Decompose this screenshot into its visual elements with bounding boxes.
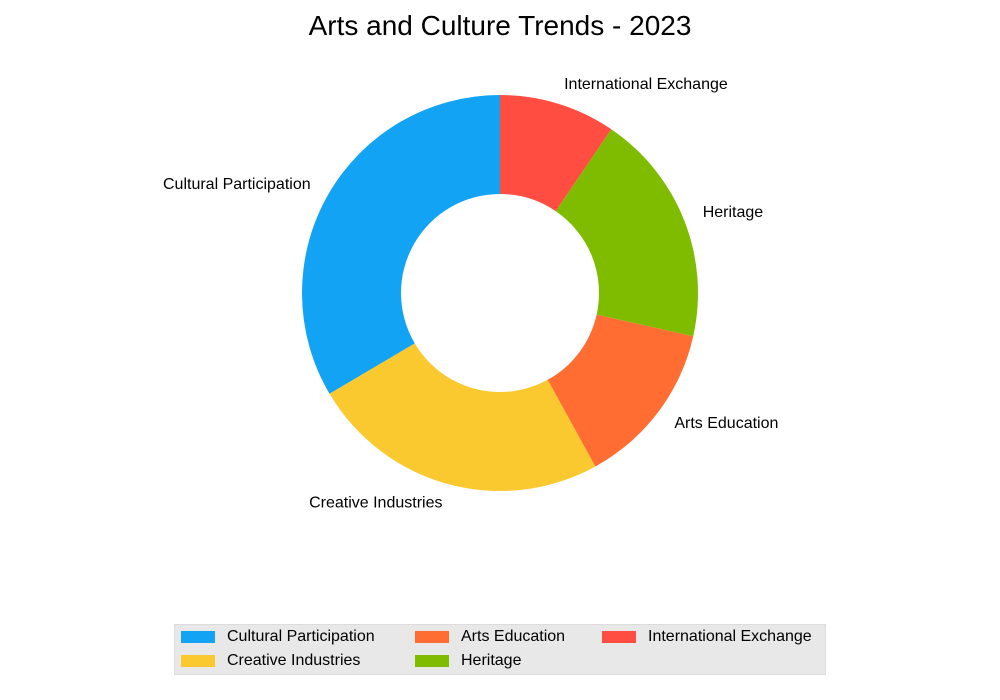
legend-item-creative-industries: Creative Industries xyxy=(181,651,360,671)
legend-item-cultural-participation: Cultural Participation xyxy=(181,627,375,647)
donut-slice-international-exchange xyxy=(500,95,612,212)
donut-slice-creative-industries xyxy=(329,343,596,491)
legend-label: Cultural Participation xyxy=(227,628,375,645)
legend-swatch xyxy=(602,631,636,643)
legend-swatch xyxy=(415,631,449,643)
donut-slices xyxy=(302,95,698,491)
slice-label-international-exchange: International Exchange xyxy=(564,76,728,93)
chart-title: Arts and Culture Trends - 2023 xyxy=(308,10,692,41)
slice-labels: Cultural Participation Creative Industrie… xyxy=(163,76,778,512)
legend-label: Arts Education xyxy=(461,628,566,645)
slice-label-arts-education: Arts Education xyxy=(674,415,778,432)
donut-slice-cultural-participation xyxy=(302,95,500,394)
legend-item-heritage: Heritage xyxy=(415,651,521,671)
donut-slice-heritage xyxy=(555,129,698,337)
donut-slice-arts-education xyxy=(547,314,694,467)
legend-swatch xyxy=(181,631,215,643)
slice-label-cultural-participation: Cultural Participation xyxy=(163,176,311,193)
legend-label: Heritage xyxy=(461,652,522,669)
donut-chart: Cultural Participation Creative Industrie… xyxy=(163,76,778,512)
slice-label-heritage: Heritage xyxy=(703,204,764,221)
legend-label: International Exchange xyxy=(648,628,812,645)
legend-label: Creative Industries xyxy=(227,652,361,669)
legend-swatch xyxy=(181,655,215,667)
legend-swatch xyxy=(415,655,449,667)
legend-item-arts-education: Arts Education xyxy=(415,627,565,647)
slice-label-creative-industries: Creative Industries xyxy=(309,494,442,511)
chart-legend: Cultural Participation Creative Industri… xyxy=(174,624,826,675)
legend-item-international-exchange: International Exchange xyxy=(602,627,812,647)
